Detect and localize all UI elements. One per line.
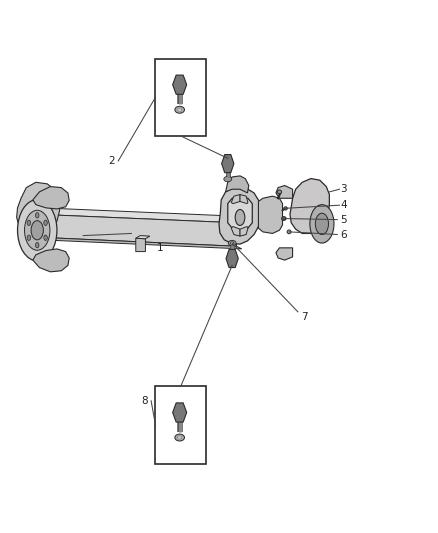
Ellipse shape <box>177 436 182 439</box>
Polygon shape <box>37 237 242 249</box>
Text: 4: 4 <box>340 200 347 210</box>
Ellipse shape <box>35 213 39 218</box>
Bar <box>155 59 206 136</box>
Ellipse shape <box>175 106 184 113</box>
Ellipse shape <box>18 200 57 261</box>
Polygon shape <box>231 195 240 204</box>
Polygon shape <box>173 403 187 422</box>
Text: 2: 2 <box>108 156 115 166</box>
Ellipse shape <box>230 242 234 244</box>
Ellipse shape <box>44 235 47 240</box>
Polygon shape <box>37 208 242 223</box>
Polygon shape <box>226 249 238 268</box>
Polygon shape <box>136 236 150 239</box>
Ellipse shape <box>228 240 236 246</box>
Polygon shape <box>240 195 248 204</box>
Polygon shape <box>290 179 329 233</box>
Ellipse shape <box>235 209 245 225</box>
Ellipse shape <box>287 230 291 233</box>
Polygon shape <box>173 75 187 94</box>
Polygon shape <box>33 187 69 209</box>
Polygon shape <box>219 187 261 244</box>
Text: 5: 5 <box>340 215 347 224</box>
Ellipse shape <box>25 211 50 251</box>
Polygon shape <box>33 249 69 272</box>
Polygon shape <box>231 227 240 236</box>
Ellipse shape <box>35 243 39 248</box>
Text: 3: 3 <box>340 184 347 194</box>
Bar <box>155 386 206 464</box>
Text: 8: 8 <box>141 396 148 406</box>
Ellipse shape <box>177 108 182 111</box>
Ellipse shape <box>175 434 184 441</box>
Ellipse shape <box>310 205 334 243</box>
Ellipse shape <box>284 207 287 210</box>
Polygon shape <box>37 214 237 246</box>
Ellipse shape <box>44 220 47 225</box>
Ellipse shape <box>277 190 282 193</box>
Polygon shape <box>222 155 234 173</box>
Ellipse shape <box>31 221 43 240</box>
Ellipse shape <box>224 176 232 182</box>
Ellipse shape <box>282 217 286 221</box>
Polygon shape <box>240 227 248 236</box>
Polygon shape <box>228 196 252 230</box>
Polygon shape <box>136 238 145 252</box>
Ellipse shape <box>27 235 31 240</box>
Polygon shape <box>276 248 293 260</box>
Text: 1: 1 <box>156 243 163 253</box>
Polygon shape <box>226 176 249 193</box>
Polygon shape <box>17 182 60 236</box>
Ellipse shape <box>27 220 31 225</box>
Text: 7: 7 <box>301 312 308 322</box>
Ellipse shape <box>283 217 285 220</box>
Text: 6: 6 <box>340 230 347 239</box>
Polygon shape <box>276 185 293 198</box>
Polygon shape <box>258 196 283 233</box>
Ellipse shape <box>315 213 328 235</box>
